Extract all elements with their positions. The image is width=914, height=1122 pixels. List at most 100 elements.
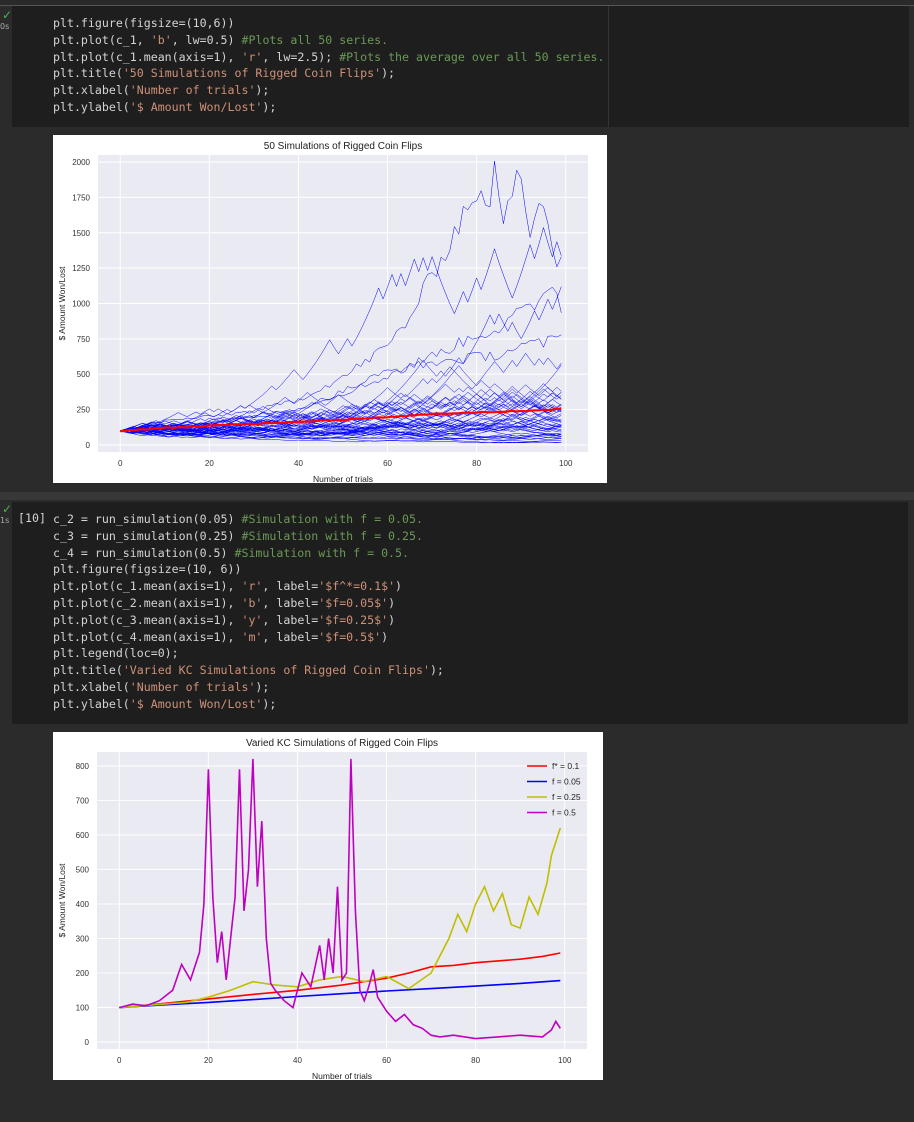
code-line: plt.plot(c_4.mean(axis=1), 'm', label='$…: [53, 629, 908, 646]
code-token: 'Number of trials': [129, 83, 256, 98]
code-token: ): [381, 629, 389, 644]
top-toolbar-strip: [0, 0, 914, 6]
y-tick-label: 500: [76, 865, 90, 874]
simulation-line: [120, 352, 562, 434]
code-token: 'b': [150, 32, 172, 47]
chart-50-simulations: 0 20 40 60 80 1000250500750100012501500175020…: [57, 141, 588, 484]
code-line: plt.plot(c_2.mean(axis=1), 'b', label='$…: [53, 595, 908, 612]
plot-area: [97, 752, 587, 1049]
simulation-line: [120, 161, 562, 431]
legend-label: f = 0.5: [552, 808, 576, 818]
code-line: plt.ylabel('$ Amount Won/Lost');: [53, 99, 908, 116]
series-line: [119, 827, 562, 1009]
code-token: c_4 = run_simulation(0.5): [53, 545, 235, 560]
series-line: [119, 952, 561, 1009]
simulation-line: [120, 286, 562, 432]
series-line: [119, 979, 561, 1009]
x-tick-label: 80: [471, 1056, 480, 1065]
code-line: c_2 = run_simulation(0.05) #Simulation w…: [53, 511, 908, 528]
code-token: , label=: [262, 579, 319, 594]
code-token: );: [255, 83, 270, 98]
run-success-check-icon: ✓: [2, 502, 13, 516]
code-token: '$f=0.05$': [318, 595, 389, 610]
code-token: '$f=0.5$': [318, 629, 382, 644]
y-axis-label: $ Amount Won/Lost: [57, 863, 67, 938]
simulation-line: [120, 383, 562, 434]
legend-label: f* = 0.1: [552, 761, 579, 771]
code-token: , lw=2.5);: [262, 49, 340, 64]
x-tick-label: 60: [383, 459, 392, 468]
y-tick-label: 800: [76, 762, 90, 771]
code-token: , label=: [262, 612, 319, 627]
y-tick-label: 1000: [72, 300, 90, 309]
code-token: , lw=0.5): [171, 32, 242, 47]
x-tick-label: 100: [559, 459, 573, 468]
code-token: ): [395, 579, 403, 594]
code-line: plt.plot(c_1, 'b', lw=0.5) #Plots all 50…: [53, 32, 908, 49]
code-token: , label=: [262, 629, 319, 644]
x-tick-label: 40: [293, 1056, 302, 1065]
y-tick-label: 750: [77, 335, 91, 344]
x-tick-label: 80: [472, 459, 481, 468]
chart-title: 50 Simulations of Rigged Coin Flips: [264, 141, 422, 152]
simulation-line: [120, 395, 562, 437]
code-token: plt.plot(c_1,: [53, 32, 151, 47]
code-token: 'm': [241, 629, 263, 644]
code-token: #Plots all 50 series.: [241, 32, 389, 47]
code-line: plt.plot(c_1.mean(axis=1), 'r', lw=2.5);…: [53, 49, 908, 66]
code-line: c_3 = run_simulation(0.25) #Simulation w…: [53, 528, 908, 545]
x-axis-label: Number of trials: [313, 474, 373, 483]
chart-varied-kc: 0 20 40 60 80 100 0 100 200 300 400 500 600 700 800 Var…: [57, 738, 587, 1081]
y-tick-label: 1500: [72, 229, 90, 238]
simulation-line: [120, 428, 562, 440]
simulation-line: [120, 427, 562, 444]
code-token: plt.figure(figsize=(10, 6)): [53, 562, 242, 577]
code-token: 'Varied KC Simulations of Rigged Coin Fl…: [122, 663, 430, 678]
simulation-line: [120, 412, 562, 435]
code-token: );: [262, 696, 277, 711]
code-token: plt.legend(loc=0);: [53, 646, 179, 661]
code-token: plt.xlabel(: [53, 679, 130, 694]
code-token: plt.plot(c_4.mean(axis=1),: [53, 629, 242, 644]
code-token: #Simulation with f = 0.25.: [241, 528, 423, 543]
code-token: 'Number of trials': [129, 679, 256, 694]
simulation-line: [120, 385, 562, 434]
y-axis-label: $ Amount Won/Lost: [57, 266, 67, 341]
y-tick-label: 0: [86, 441, 91, 450]
series-line: [119, 758, 561, 1040]
code-line: plt.plot(c_3.mean(axis=1), 'y', label='$…: [53, 612, 908, 629]
code-line: plt.plot(c_1.mean(axis=1), 'r', label='$…: [53, 578, 908, 595]
code-token: plt.ylabel(: [53, 99, 130, 114]
code-token: '$f^*=0.1$': [318, 579, 396, 594]
code-token: plt.plot(c_1.mean(axis=1),: [53, 49, 242, 64]
code-token: 'y': [241, 612, 263, 627]
cell-2-exec-time: 1s: [0, 516, 10, 525]
code-token: plt.figure(figsize=(10,6)): [53, 16, 235, 30]
code-editor-cell-2[interactable]: c_2 = run_simulation(0.05) #Simulation w…: [12, 502, 908, 724]
code-token: plt.title(: [53, 66, 123, 81]
mean-line: [120, 407, 562, 433]
code-token: '$f=0.25$': [318, 612, 389, 627]
code-token: '50 Simulations of Rigged Coin Flips': [122, 66, 382, 81]
y-tick-label: 1250: [72, 264, 90, 273]
code-token: );: [429, 663, 444, 678]
x-tick-label: 20: [204, 1056, 213, 1065]
code-token: #Simulation with f = 0.05.: [241, 512, 423, 526]
legend-label: f = 0.25: [552, 792, 581, 802]
code-token: #Plots the average over all 50 series.: [339, 49, 605, 64]
code-token: 'r': [241, 49, 263, 64]
y-tick-label: 2000: [72, 158, 90, 167]
code-token: , label=: [262, 595, 319, 610]
chart-title: Varied KC Simulations of Rigged Coin Fli…: [246, 738, 438, 749]
code-line: plt.title('Varied KC Simulations of Rigg…: [53, 662, 908, 679]
code-line: plt.title('50 Simulations of Rigged Coin…: [53, 65, 908, 82]
code-token: '$ Amount Won/Lost': [129, 99, 263, 114]
code-token: plt.xlabel(: [53, 83, 130, 98]
y-tick-label: 0: [85, 1038, 90, 1047]
code-line: plt.xlabel('Number of trials');: [53, 82, 908, 99]
code-token: );: [255, 679, 270, 694]
code-line: plt.ylabel('$ Amount Won/Lost');: [53, 696, 908, 713]
y-tick-label: 600: [76, 831, 90, 840]
y-tick-label: 400: [76, 900, 90, 909]
code-token: 'b': [241, 595, 263, 610]
